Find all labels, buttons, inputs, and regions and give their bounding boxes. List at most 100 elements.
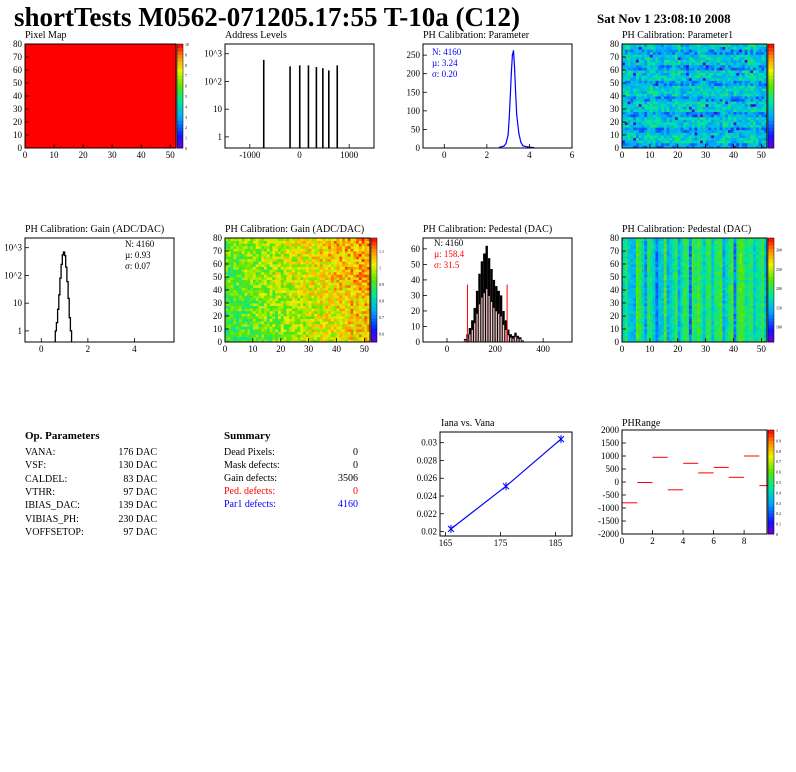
heatmap-cell (680, 59, 684, 63)
colorbar-cell (371, 262, 377, 267)
heatmap-cell (344, 310, 349, 314)
heatmap-cell (283, 287, 287, 291)
heatmap-cell (311, 290, 315, 293)
heatmap-cell (658, 44, 662, 47)
heatmap-cell (633, 75, 637, 79)
heatmap-cell (308, 313, 312, 317)
heatmap-cell (330, 308, 335, 312)
heatmap-cell (280, 279, 284, 283)
heatmap-cell (233, 292, 237, 296)
heatmap-cell (683, 132, 687, 136)
heatmap-cell (314, 284, 318, 288)
heatmap-cell (275, 256, 279, 260)
heatmap-cell (330, 321, 335, 325)
heatmap-cell (683, 129, 687, 133)
heatmap-cell (236, 308, 240, 312)
heatmap-cell (342, 290, 346, 293)
heatmap-cell (688, 101, 693, 105)
heatmap-cell (761, 321, 765, 325)
heatmap-cell (238, 256, 243, 260)
heatmap-cell (635, 90, 640, 94)
heatmap-cell (244, 310, 248, 314)
heatmap-cell (727, 145, 732, 149)
heatmap-cell (347, 336, 351, 340)
heatmap-cell (330, 251, 335, 254)
heatmap-cell (247, 316, 251, 319)
heatmap-cell (708, 49, 712, 53)
heatmap-cell (225, 336, 229, 340)
heatmap-cell (319, 318, 323, 322)
heatmap-cell (291, 287, 296, 291)
heatmap-cell (758, 64, 762, 68)
heatmap-cell (700, 334, 704, 338)
heatmap-cell (747, 93, 751, 97)
heatmap-cell (364, 277, 368, 280)
heatmap-cell (635, 329, 640, 332)
heatmap-cell (630, 122, 634, 125)
heatmap-cell (747, 46, 751, 50)
heatmap-cell (739, 135, 743, 138)
heatmap-cell (761, 329, 765, 332)
heatmap-cell (275, 318, 279, 322)
x-tick-label: 30 (701, 150, 711, 160)
heatmap-cell (633, 336, 637, 340)
heatmap-cell (364, 264, 368, 267)
heatmap-cell (694, 111, 698, 115)
heatmap-cell (647, 44, 651, 47)
heatmap-cell (663, 88, 668, 92)
heatmap-cell (319, 290, 323, 293)
heatmap-cell (727, 114, 732, 118)
heatmap-cell (238, 240, 243, 244)
heatmap-cell (727, 96, 732, 99)
heatmap-cell (688, 323, 693, 327)
heatmap-cell (319, 331, 323, 335)
heatmap-cell (347, 308, 351, 312)
heatmap-cell (652, 127, 656, 131)
heatmap-cell (275, 274, 279, 278)
heatmap-cell (647, 77, 651, 81)
heatmap-cell (716, 54, 720, 58)
heatmap-cell (233, 245, 237, 249)
heatmap-cell (669, 137, 673, 141)
heatmap-cell (339, 287, 343, 291)
heatmap-cell (741, 142, 746, 146)
colorbar-cell (177, 82, 183, 87)
heatmap-cell (677, 336, 681, 340)
heatmap-cell (711, 93, 715, 97)
heatmap-cell (305, 310, 310, 314)
heatmap-cell (708, 329, 712, 332)
heatmap-cell (633, 83, 637, 86)
heatmap-cell (719, 326, 723, 330)
heatmap-cell (649, 336, 654, 340)
heatmap-cell (722, 59, 726, 63)
heatmap-cell (319, 336, 323, 340)
heatmap-cell (711, 326, 715, 330)
heatmap-cell (361, 313, 365, 317)
heatmap-cell (722, 57, 726, 60)
heatmap-cell (641, 145, 645, 149)
heatmap-cell (688, 57, 693, 60)
heatmap-cell (694, 339, 698, 343)
heatmap-cell (655, 98, 659, 102)
heatmap-cell (627, 83, 631, 86)
colorbar-cell (768, 137, 774, 142)
heatmap-cell (750, 109, 754, 112)
heatmap-cell (666, 318, 670, 322)
heatmap-cell (697, 116, 701, 120)
x-tick-label: 4 (527, 150, 532, 160)
heatmap-cell (750, 145, 754, 149)
heatmap-cell (663, 59, 668, 63)
heatmap-cell (336, 300, 340, 304)
heatmap-cell (697, 54, 701, 58)
heatmap-cell (633, 339, 637, 343)
heatmap-cell (655, 51, 659, 55)
heatmap-cell (283, 297, 287, 301)
heatmap-cell (266, 266, 271, 270)
heatmap-cell (314, 292, 318, 296)
heatmap-cell (252, 329, 257, 332)
heatmap-cell (730, 59, 734, 63)
heatmap-cell (736, 114, 740, 118)
heatmap-cell (730, 116, 734, 120)
heatmap-cell (697, 64, 701, 68)
heatmap-cell (317, 308, 321, 312)
